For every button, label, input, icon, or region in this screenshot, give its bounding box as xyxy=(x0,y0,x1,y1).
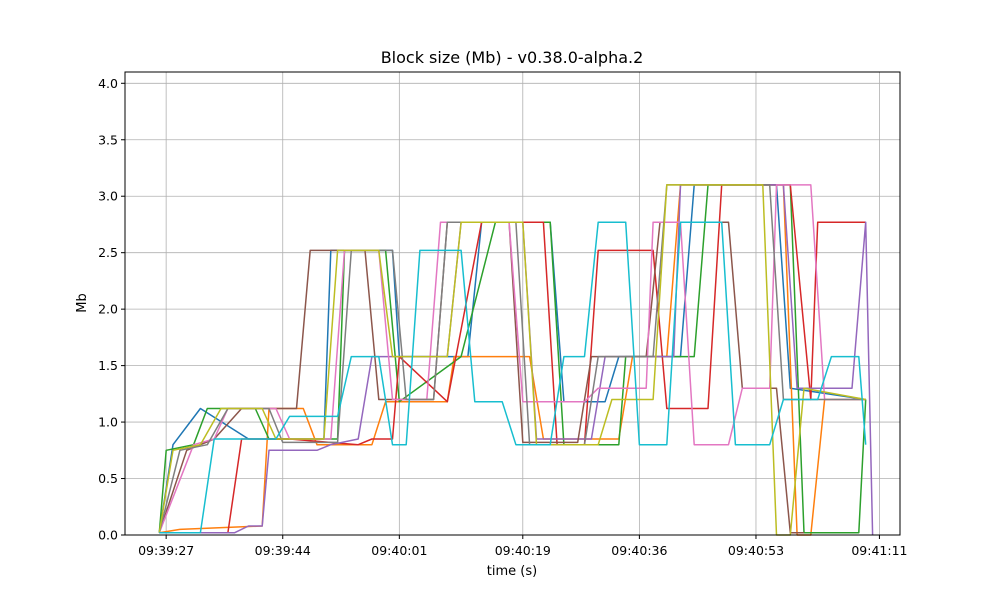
y-axis-label: Mb xyxy=(75,293,90,312)
x-tick-label: 09:39:27 xyxy=(138,543,194,558)
y-tick-label: 3.0 xyxy=(98,189,118,204)
series-line-10 xyxy=(159,221,867,534)
y-tick-label: 3.5 xyxy=(98,132,118,147)
y-tick-label: 1.5 xyxy=(98,358,118,373)
series-line-9 xyxy=(158,184,866,536)
y-tick-label: 0.0 xyxy=(98,528,118,543)
y-tick-label: 2.0 xyxy=(98,302,118,317)
x-axis: 09:39:27 09:39:44 09:40:01 09:40:19 09:40:36… xyxy=(138,535,907,558)
y-tick-label: 1.0 xyxy=(98,415,118,430)
x-axis-label: time (s) xyxy=(487,564,537,579)
x-tick-label: 09:40:53 xyxy=(728,543,784,558)
y-tick-label: 2.5 xyxy=(98,245,118,260)
x-tick-label: 09:40:01 xyxy=(371,543,427,558)
chart-title: Block size (Mb) - v0.38.0-alpha.2 xyxy=(381,48,644,67)
x-tick-label: 09:39:44 xyxy=(255,543,311,558)
y-tick-label: 0.5 xyxy=(98,471,118,486)
y-axis: 0.0 0.5 1.0 1.5 2.0 2.5 3.0 3.5 4.0 xyxy=(98,76,125,543)
plot-frame xyxy=(124,71,901,536)
x-tick-label: 09:40:36 xyxy=(611,543,667,558)
y-tick-label: 4.0 xyxy=(98,76,118,91)
series-line-7 xyxy=(158,184,866,533)
series-group xyxy=(158,184,874,536)
x-tick-label: 09:40:19 xyxy=(495,543,551,558)
x-tick-label: 09:41:11 xyxy=(851,543,907,558)
